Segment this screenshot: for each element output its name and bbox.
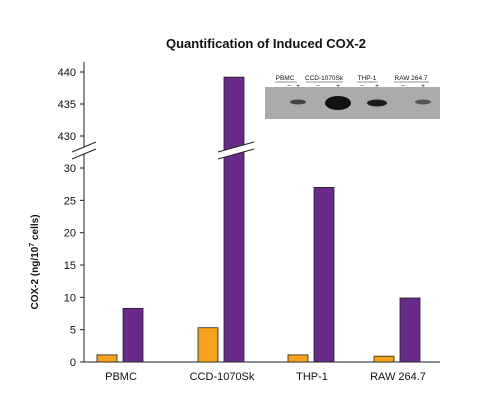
blot-band	[415, 99, 431, 105]
y-ticks: 0 5 10 15 20 25 30 430 435 440	[58, 67, 84, 369]
blot-plus-label: +	[336, 83, 340, 90]
axis-break-gap	[72, 142, 96, 159]
chart-title: Quantification of Induced COX-2	[166, 36, 366, 51]
blot-lane-label: THP-1	[358, 75, 377, 82]
bar	[373, 355, 395, 363]
blot-lane-label: RAW 264.7	[395, 75, 428, 82]
blot-lane-label: PBMC	[276, 75, 295, 82]
blot-plus-label: +	[296, 83, 300, 90]
y-tick-label: 25	[64, 195, 76, 207]
x-categories: PBMC CCD-1070Sk THP-1 RAW 264.7	[105, 371, 426, 383]
x-category-label: RAW 264.7	[370, 371, 426, 383]
axis-break-line	[217, 148, 255, 160]
blot-minus-label: −	[287, 83, 291, 90]
blot-lane-label: CCD-1070Sk	[305, 75, 344, 82]
blot-minus-label: −	[360, 83, 364, 90]
y-tick-label: 15	[64, 260, 76, 272]
y-tick-label: 0	[70, 357, 76, 369]
y-tick-label: 430	[58, 131, 76, 143]
y-tick-label: 435	[58, 99, 76, 111]
x-category-label: PBMC	[105, 371, 137, 383]
y-tick-label: 30	[64, 163, 76, 175]
bar	[96, 354, 118, 363]
axis-break-gap	[218, 142, 254, 159]
axis-breaks	[71, 141, 255, 160]
blot-plus-label: +	[421, 83, 425, 90]
blot-lane-labels: PBMC− +CCD-1070Sk− +THP-1− +RAW 264.7− +	[275, 75, 429, 90]
y-tick-label: 5	[70, 325, 76, 337]
blot-plus-label: +	[375, 83, 379, 90]
bar	[399, 297, 421, 363]
y-tick-label: 20	[64, 228, 76, 240]
bar	[287, 354, 309, 363]
bar	[223, 76, 245, 363]
y-tick-label: 10	[64, 292, 76, 304]
blot-band	[290, 99, 306, 105]
y-tick-label: 440	[58, 67, 76, 79]
bars	[96, 76, 421, 363]
x-category-label: CCD-1070Sk	[190, 371, 255, 383]
bar	[122, 307, 144, 363]
blot-minus-label: −	[401, 83, 405, 90]
y-axis-label: COX-2 (ng/107 cells)	[29, 214, 41, 309]
axis-break-line	[71, 148, 97, 160]
blot-band	[325, 96, 351, 110]
x-category-label: THP-1	[296, 371, 328, 383]
western-blot-inset: PBMC− +CCD-1070Sk− +THP-1− +RAW 264.7− +	[265, 75, 440, 119]
bar	[197, 327, 219, 363]
bar	[313, 186, 335, 363]
axis-break-line	[71, 141, 97, 153]
axis-break-line	[217, 141, 255, 153]
blot-minus-label: −	[316, 83, 320, 90]
blot-band	[367, 99, 387, 107]
